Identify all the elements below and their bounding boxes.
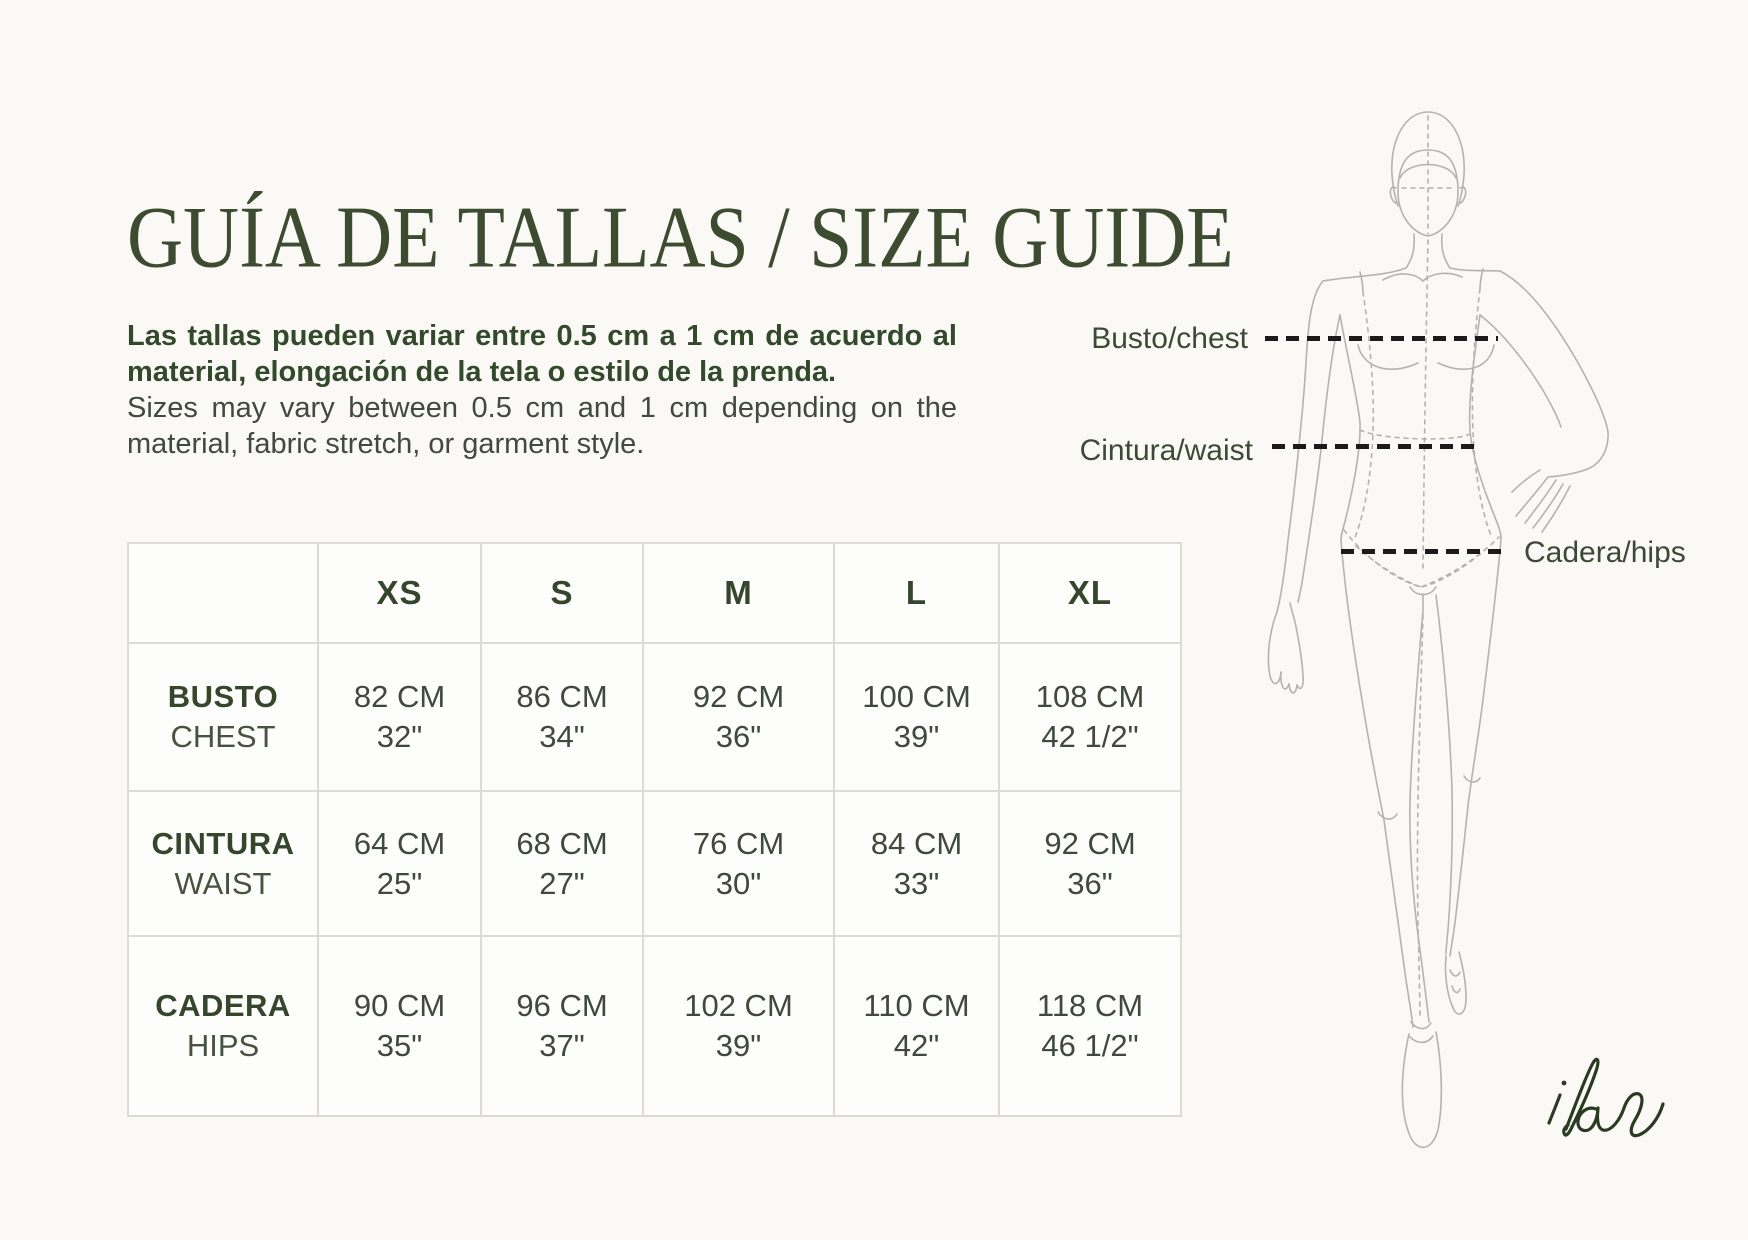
row-label-es: CINTURA	[151, 825, 295, 861]
row-label-es: CADERA	[155, 988, 291, 1023]
table-corner-cell	[129, 544, 319, 644]
label-hips: Cadera/hips	[1524, 536, 1686, 569]
value-cm: 92 CM	[692, 679, 785, 714]
value-inches: 25"	[376, 865, 423, 901]
value-inches: 46 1/2"	[1041, 1028, 1139, 1063]
label-bust: Busto/chest	[1091, 322, 1248, 355]
value-inches: 34"	[539, 719, 585, 754]
value-cm: 100 CM	[862, 679, 971, 714]
col-header-xl: XL	[1000, 544, 1182, 644]
dashed-measure-line-waist	[1272, 444, 1480, 449]
table-cell: 76 CM 30"	[644, 792, 835, 937]
row-label-en: WAIST	[174, 865, 272, 901]
intro-text: Las tallas pueden variar entre 0.5 cm a …	[127, 318, 957, 462]
value-cm: 82 CM	[353, 679, 446, 714]
table-row-waist: CINTURA WAIST 64 CM 25" 68 CM 27" 76 CM 30"…	[129, 792, 1182, 937]
table-cell: 100 CM 39"	[835, 644, 1000, 792]
value-inches: 27"	[539, 865, 585, 901]
label-waist: Cintura/waist	[1079, 434, 1253, 467]
value-cm: 84 CM	[870, 825, 963, 861]
table-cell: 84 CM 33"	[835, 792, 1000, 937]
value-inches: 32"	[376, 719, 423, 754]
value-cm: 68 CM	[516, 825, 608, 861]
row-label-en: CHEST	[170, 719, 276, 754]
brand-signature-ila	[1547, 1057, 1665, 1138]
dashed-measure-line-bust	[1265, 336, 1498, 341]
value-cm: 96 CM	[516, 988, 608, 1023]
col-header-s: S	[482, 544, 644, 644]
value-cm: 92 CM	[1044, 825, 1136, 861]
value-inches: 42 1/2"	[1041, 719, 1139, 754]
col-header-xs: XS	[319, 544, 482, 644]
value-cm: 86 CM	[516, 679, 608, 714]
intro-text-english: Sizes may vary between 0.5 cm and 1 cm d…	[127, 392, 957, 460]
dashed-measure-line-hips	[1341, 549, 1509, 554]
page-title: GUÍA DE TALLAS / SIZE GUIDE	[127, 189, 1234, 286]
croquis-torso	[1322, 233, 1502, 611]
col-header-m: M	[644, 544, 835, 644]
croquis-head	[1389, 111, 1467, 237]
value-inches: 39"	[715, 1028, 762, 1063]
row-label-en: HIPS	[186, 1028, 260, 1063]
croquis-right-arm-on-hip	[1479, 270, 1609, 533]
value-inches: 42"	[893, 1028, 940, 1063]
value-inches: 35"	[376, 1028, 423, 1063]
croquis-figure-illustration	[1267, 111, 1609, 1149]
intro-text-spanish: Las tallas pueden variar entre 0.5 cm a …	[127, 320, 957, 388]
value-cm: 118 CM	[1036, 988, 1144, 1023]
row-label-hips: CADERA HIPS	[129, 937, 319, 1117]
row-label-waist: CINTURA WAIST	[129, 792, 319, 937]
row-label-bust: BUSTO CHEST	[129, 644, 319, 792]
row-label-es: BUSTO	[167, 679, 279, 714]
table-cell: 108 CM 42 1/2"	[1000, 644, 1182, 792]
croquis-legs	[1340, 537, 1502, 1149]
value-inches: 39"	[893, 719, 940, 754]
table-cell: 90 CM 35"	[319, 937, 482, 1117]
size-table: XS S M L XL BUSTO CHEST 82 CM 32" 86 CM 34…	[127, 542, 1182, 1117]
table-row-hips: CADERA HIPS 90 CM 35" 96 CM 37" 102 CM 39" …	[129, 937, 1182, 1117]
croquis-construction-lines	[1343, 115, 1500, 1019]
table-cell: 110 CM 42"	[835, 937, 1000, 1117]
table-cell: 64 CM 25"	[319, 792, 482, 937]
value-inches: 36"	[1067, 865, 1113, 901]
col-header-l: L	[835, 544, 1000, 644]
croquis-left-arm	[1267, 280, 1341, 694]
table-row-bust: BUSTO CHEST 82 CM 32" 86 CM 34" 92 CM 36" 1…	[129, 644, 1182, 792]
value-inches: 30"	[715, 865, 762, 901]
value-cm: 90 CM	[353, 988, 446, 1023]
value-inches: 37"	[539, 1028, 585, 1063]
table-cell: 118 CM 46 1/2"	[1000, 937, 1182, 1117]
value-cm: 110 CM	[863, 988, 970, 1023]
table-cell: 82 CM 32"	[319, 644, 482, 792]
table-cell: 102 CM 39"	[644, 937, 835, 1117]
table-header-row: XS S M L XL	[129, 544, 1182, 644]
table-cell: 96 CM 37"	[482, 937, 644, 1117]
value-inches: 33"	[893, 865, 940, 901]
table-cell: 92 CM 36"	[644, 644, 835, 792]
value-cm: 76 CM	[692, 825, 785, 861]
table-cell: 92 CM 36"	[1000, 792, 1182, 937]
value-cm: 102 CM	[684, 988, 793, 1023]
value-cm: 108 CM	[1035, 679, 1145, 714]
table-cell: 68 CM 27"	[482, 792, 644, 937]
table-cell: 86 CM 34"	[482, 644, 644, 792]
value-inches: 36"	[715, 719, 762, 754]
value-cm: 64 CM	[353, 825, 446, 861]
